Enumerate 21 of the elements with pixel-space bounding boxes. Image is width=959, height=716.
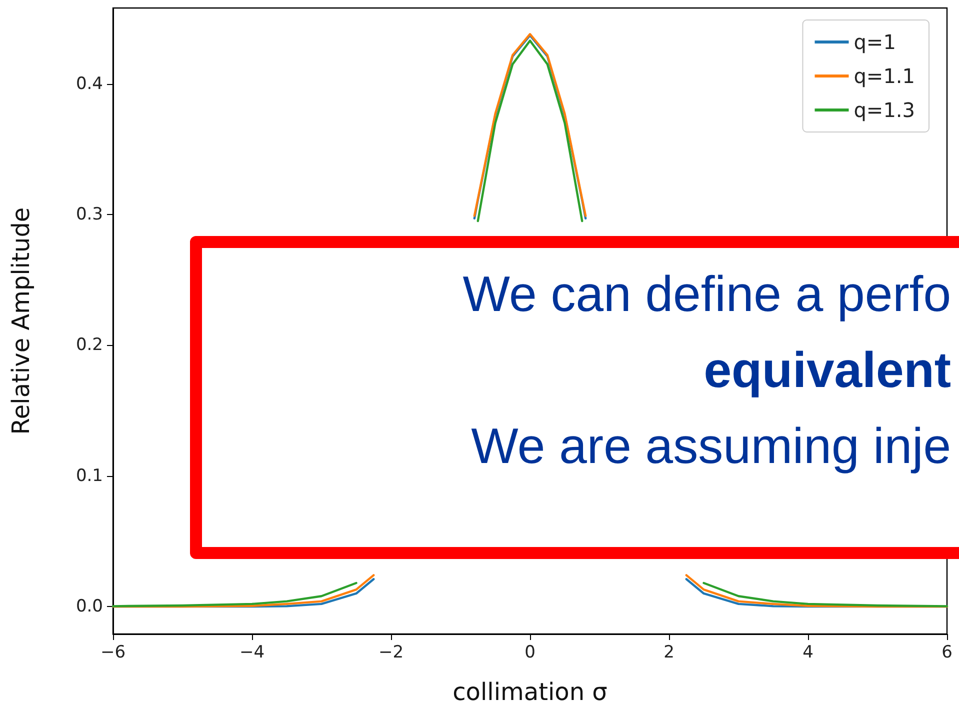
x-tick-label: 6 <box>942 642 952 662</box>
legend-label: q=1 <box>854 30 896 54</box>
y-tick-label: 0.1 <box>76 466 103 486</box>
y-axis-title: Relative Amplitude <box>7 207 35 435</box>
callout-box: We can define a perfo equivalent We are assuming inje <box>190 236 959 559</box>
y-tick-label: 0.4 <box>76 74 103 94</box>
x-tick-label: 4 <box>802 642 814 662</box>
annotation: We are assuming inje <box>471 417 952 476</box>
x-tick-label: −6 <box>100 642 126 662</box>
y-tick-label: 0.2 <box>76 335 103 356</box>
x-tick-label: −4 <box>239 642 265 662</box>
annotation: We can define a perfo <box>462 265 952 324</box>
x-axis-title: collimation σ <box>452 678 608 706</box>
legend-label: q=1.3 <box>854 98 916 122</box>
x-tick-label: 0 <box>524 642 536 662</box>
annotation: equivalent <box>704 341 952 400</box>
y-tick-label: 0.3 <box>76 204 103 224</box>
y-tick-label: 0.0 <box>76 596 103 617</box>
x-tick-label: −2 <box>378 642 404 662</box>
legend-label: q=1.1 <box>854 64 916 88</box>
x-tick-label: 2 <box>664 642 674 662</box>
